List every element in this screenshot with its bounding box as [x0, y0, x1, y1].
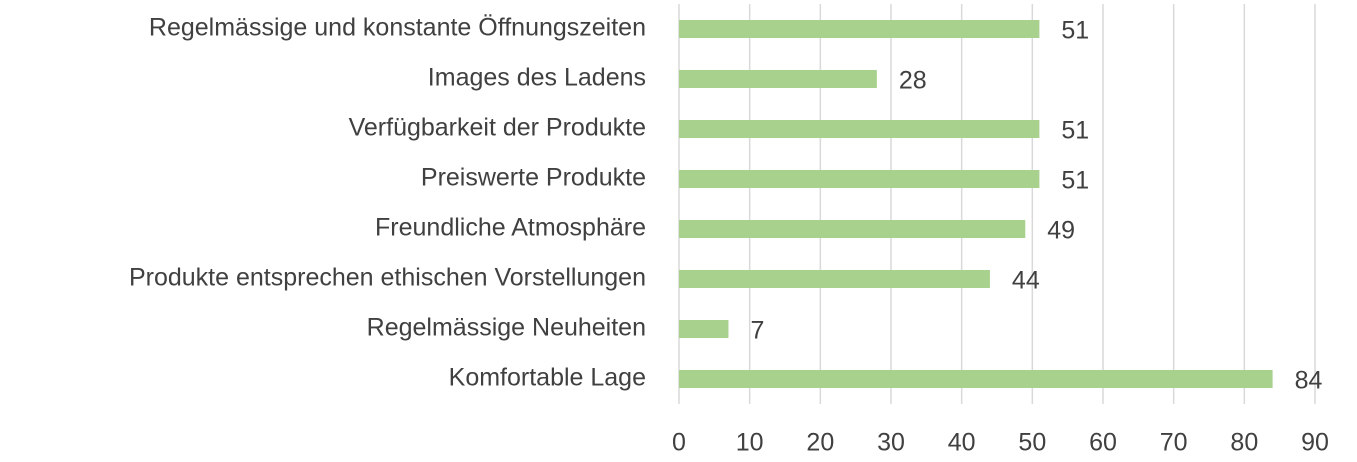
- data-label: 28: [899, 67, 927, 95]
- data-label: 84: [1295, 367, 1323, 395]
- x-tick-label: 80: [1230, 429, 1258, 457]
- bar: [679, 120, 1040, 138]
- x-tick-label: 40: [948, 429, 976, 457]
- x-tick-label: 10: [736, 429, 764, 457]
- bar: [679, 70, 877, 88]
- y-tick-label: Produkte entsprechen ethischen Vorstellu…: [129, 264, 646, 292]
- x-tick-label: 0: [672, 429, 686, 457]
- data-label: 7: [750, 317, 764, 345]
- x-tick-label: 20: [806, 429, 834, 457]
- bar: [679, 220, 1026, 238]
- x-tick-label: 70: [1160, 429, 1188, 457]
- x-tick-label: 30: [877, 429, 905, 457]
- bar: [679, 370, 1273, 388]
- y-tick-label: Regelmässige und konstante Öffnungszeite…: [149, 14, 646, 42]
- data-label: 49: [1047, 217, 1075, 245]
- data-label: 51: [1061, 167, 1089, 195]
- data-label: 51: [1061, 17, 1089, 45]
- x-tick-label: 60: [1089, 429, 1117, 457]
- bar: [679, 170, 1040, 188]
- y-tick-label: Komfortable Lage: [449, 364, 646, 392]
- y-tick-label: Regelmässige Neuheiten: [367, 314, 646, 342]
- y-tick-label: Freundliche Atmosphäre: [375, 214, 646, 242]
- y-tick-label: Verfügbarkeit der Produkte: [349, 114, 646, 142]
- data-label: 51: [1061, 117, 1089, 145]
- bar: [679, 270, 990, 288]
- y-tick-label: Preiswerte Produkte: [421, 164, 646, 192]
- bar: [679, 320, 729, 338]
- data-label: 44: [1012, 267, 1040, 295]
- y-tick-label: Images des Ladens: [428, 64, 646, 92]
- x-tick-label: 90: [1301, 429, 1329, 457]
- bar: [679, 20, 1040, 38]
- x-tick-label: 50: [1018, 429, 1046, 457]
